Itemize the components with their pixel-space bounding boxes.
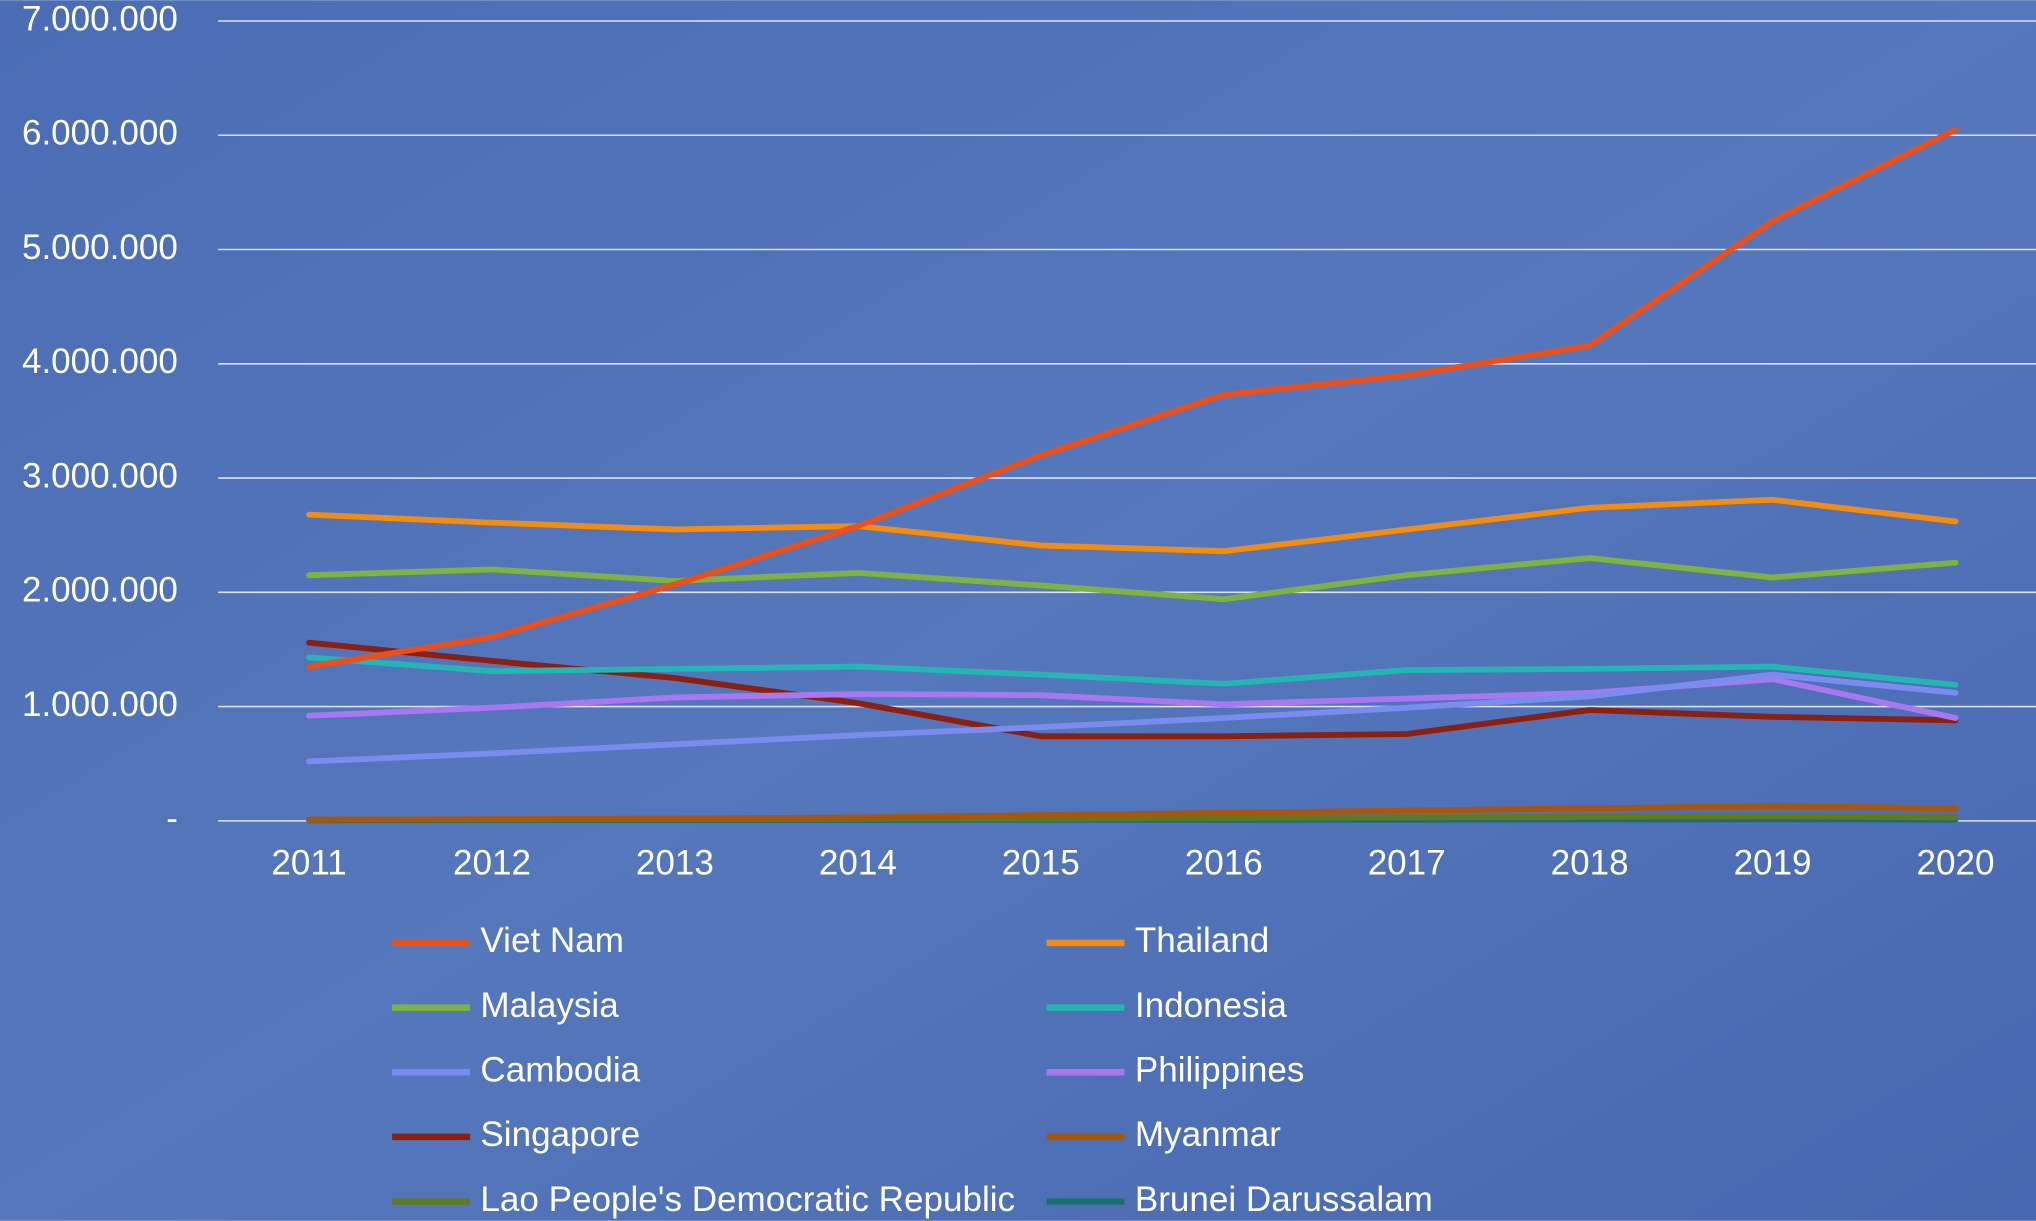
x-tick-label: 2015: [1002, 843, 1080, 882]
legend-label: Cambodia: [480, 1051, 640, 1090]
legend-label: Brunei Darussalam: [1135, 1180, 1433, 1219]
y-tick-label: 4.000.000: [22, 342, 178, 381]
x-tick-label: 2016: [1185, 843, 1263, 882]
x-tick-label: 2017: [1368, 843, 1446, 882]
legend-label: Philippines: [1135, 1051, 1305, 1090]
legend-label: Myanmar: [1135, 1115, 1281, 1154]
legend-label: Lao People's Democratic Republic: [480, 1180, 1015, 1219]
x-tick-label: 2011: [271, 843, 346, 882]
x-tick-label: 2019: [1734, 843, 1812, 882]
y-tick-label: 1.000.000: [22, 685, 178, 724]
x-tick-label: 2014: [819, 843, 897, 882]
y-tick-label: 2.000.000: [22, 571, 178, 610]
x-tick-label: 2012: [453, 843, 531, 882]
legend-label: Indonesia: [1135, 986, 1288, 1025]
x-tick-label: 2018: [1551, 843, 1629, 882]
y-tick-label: 6.000.000: [22, 114, 178, 153]
series-line: [306, 654, 1959, 688]
y-tick-label: 7.000.000: [22, 0, 178, 38]
series-line: [306, 126, 1959, 670]
series-line: [306, 496, 1959, 555]
series-line: [306, 555, 1959, 603]
legend-label: Singapore: [480, 1115, 640, 1154]
series-line: [306, 671, 1959, 765]
x-tick-label: 2020: [1917, 843, 1995, 882]
legend-label: Thailand: [1135, 921, 1269, 960]
x-tick-label: 2013: [636, 843, 714, 882]
y-tick-label: -: [166, 799, 178, 838]
y-tick-label: 5.000.000: [22, 228, 178, 267]
legend-label: Malaysia: [480, 986, 619, 1025]
legend-label: Viet Nam: [480, 921, 624, 960]
series-line: [306, 803, 1959, 823]
y-tick-label: 3.000.000: [22, 456, 178, 495]
